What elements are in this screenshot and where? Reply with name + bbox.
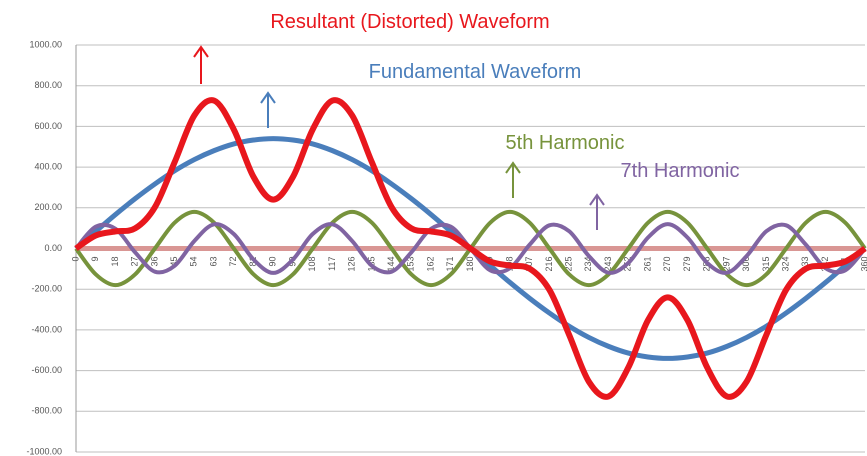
series-line bbox=[74, 97, 867, 400]
x-tick-label: 261 bbox=[642, 257, 652, 272]
x-tick-label: 126 bbox=[347, 257, 357, 272]
x-tick-label: 171 bbox=[445, 257, 455, 272]
series-label: Resultant (Distorted) Waveform bbox=[270, 11, 550, 33]
y-tick-label: -600.00 bbox=[31, 365, 62, 375]
x-tick-label: 72 bbox=[228, 257, 238, 267]
series-label: Fundamental Waveform bbox=[368, 61, 582, 83]
y-tick-label: 800.00 bbox=[34, 80, 62, 90]
y-tick-label: -800.00 bbox=[31, 406, 62, 416]
x-tick-label: 0 bbox=[70, 257, 80, 262]
x-tick-label: 315 bbox=[761, 257, 771, 272]
x-tick-label: 162 bbox=[425, 257, 435, 272]
x-tick-label: 63 bbox=[208, 257, 218, 267]
x-tick-label: 153 bbox=[406, 257, 416, 272]
y-tick-label: 1000.00 bbox=[29, 39, 62, 49]
x-tick-label: 225 bbox=[564, 257, 574, 272]
series-label: 5th Harmonic bbox=[505, 132, 625, 154]
x-tick-label: 9 bbox=[90, 257, 100, 262]
x-tick-label: 207 bbox=[524, 257, 534, 272]
arrows bbox=[193, 45, 605, 230]
y-tick-label: -200.00 bbox=[31, 284, 62, 294]
x-tick-label: 90 bbox=[268, 257, 278, 267]
y-tick-label: -1000.00 bbox=[26, 446, 62, 456]
x-tick-label: 216 bbox=[544, 257, 554, 272]
x-tick-label: 243 bbox=[603, 257, 613, 272]
x-tick-label: 54 bbox=[189, 257, 199, 267]
x-tick-label: 45 bbox=[169, 257, 179, 267]
x-tick-label: 333 bbox=[800, 257, 810, 272]
x-tick-label: 108 bbox=[307, 257, 317, 272]
x-tick-label: 279 bbox=[682, 257, 692, 272]
y-tick-label: -400.00 bbox=[31, 324, 62, 334]
x-tick-label: 144 bbox=[386, 257, 396, 272]
x-tick-label: 270 bbox=[662, 257, 672, 272]
x-tick-label: 27 bbox=[130, 257, 140, 267]
x-tick-label: 18 bbox=[110, 257, 120, 267]
x-tick-label: 117 bbox=[327, 257, 337, 271]
y-tick-label: 400.00 bbox=[34, 161, 62, 171]
x-tick-label: 360 bbox=[859, 257, 867, 272]
x-tick-label: 306 bbox=[741, 257, 751, 272]
y-tick-label: 0.00 bbox=[44, 243, 62, 253]
x-tick-label: 234 bbox=[583, 257, 593, 272]
y-tick-label: 200.00 bbox=[34, 202, 62, 212]
x-tick-label: 180 bbox=[465, 257, 475, 272]
x-tick-label: 36 bbox=[149, 257, 159, 267]
x-tick-label: 324 bbox=[780, 257, 790, 272]
y-tick-label: 600.00 bbox=[34, 121, 62, 131]
x-tick-label: 297 bbox=[721, 257, 731, 272]
series-label: 7th Harmonic bbox=[620, 160, 740, 182]
